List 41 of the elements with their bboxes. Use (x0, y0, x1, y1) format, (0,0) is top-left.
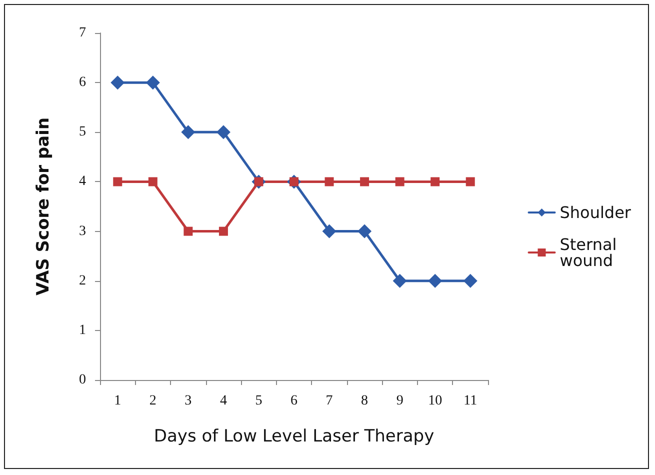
y-tick-label: 6 (79, 75, 86, 90)
x-axis-title: Days of Low Level Laser Therapy (154, 426, 434, 446)
x-tick-label: 8 (361, 394, 368, 408)
point (358, 224, 372, 238)
point (360, 177, 370, 186)
x-tick-label: 1 (114, 394, 122, 408)
y-tick-label: 0 (79, 372, 86, 388)
x-tick-label: 11 (464, 394, 478, 408)
point (113, 177, 122, 186)
point (148, 177, 158, 186)
point (322, 224, 336, 238)
x-tick-label: 4 (220, 394, 227, 408)
x-tick-label: 3 (184, 394, 192, 408)
y-tick-label: 4 (79, 174, 86, 190)
x-tick-label: 7 (326, 394, 333, 408)
point (216, 125, 230, 140)
y-tick-label: 5 (79, 124, 86, 140)
y-tick-label: 1 (79, 322, 86, 338)
legend-label: Sternal wound (560, 235, 622, 270)
point (324, 177, 334, 186)
point (110, 76, 125, 90)
point (392, 274, 407, 288)
point (430, 177, 440, 186)
point (463, 274, 478, 288)
x-tick-label: 10 (428, 394, 442, 408)
point (218, 226, 228, 236)
x-tick-label: 2 (149, 394, 156, 408)
legend-label: Shoulder (560, 203, 632, 222)
point (466, 177, 475, 186)
x-tick-label: 6 (290, 394, 298, 408)
point (428, 274, 442, 288)
y-tick-label: 2 (79, 273, 86, 288)
x-tick-label: 5 (255, 394, 262, 408)
x-tick-label: 9 (396, 394, 404, 408)
point (395, 177, 404, 186)
y-tick-label: 7 (79, 26, 86, 40)
point (146, 76, 160, 90)
y-tick-label: 3 (79, 224, 86, 239)
y-axis-title: VAS Score for pain (34, 117, 54, 296)
point (181, 125, 196, 140)
point (184, 226, 193, 236)
